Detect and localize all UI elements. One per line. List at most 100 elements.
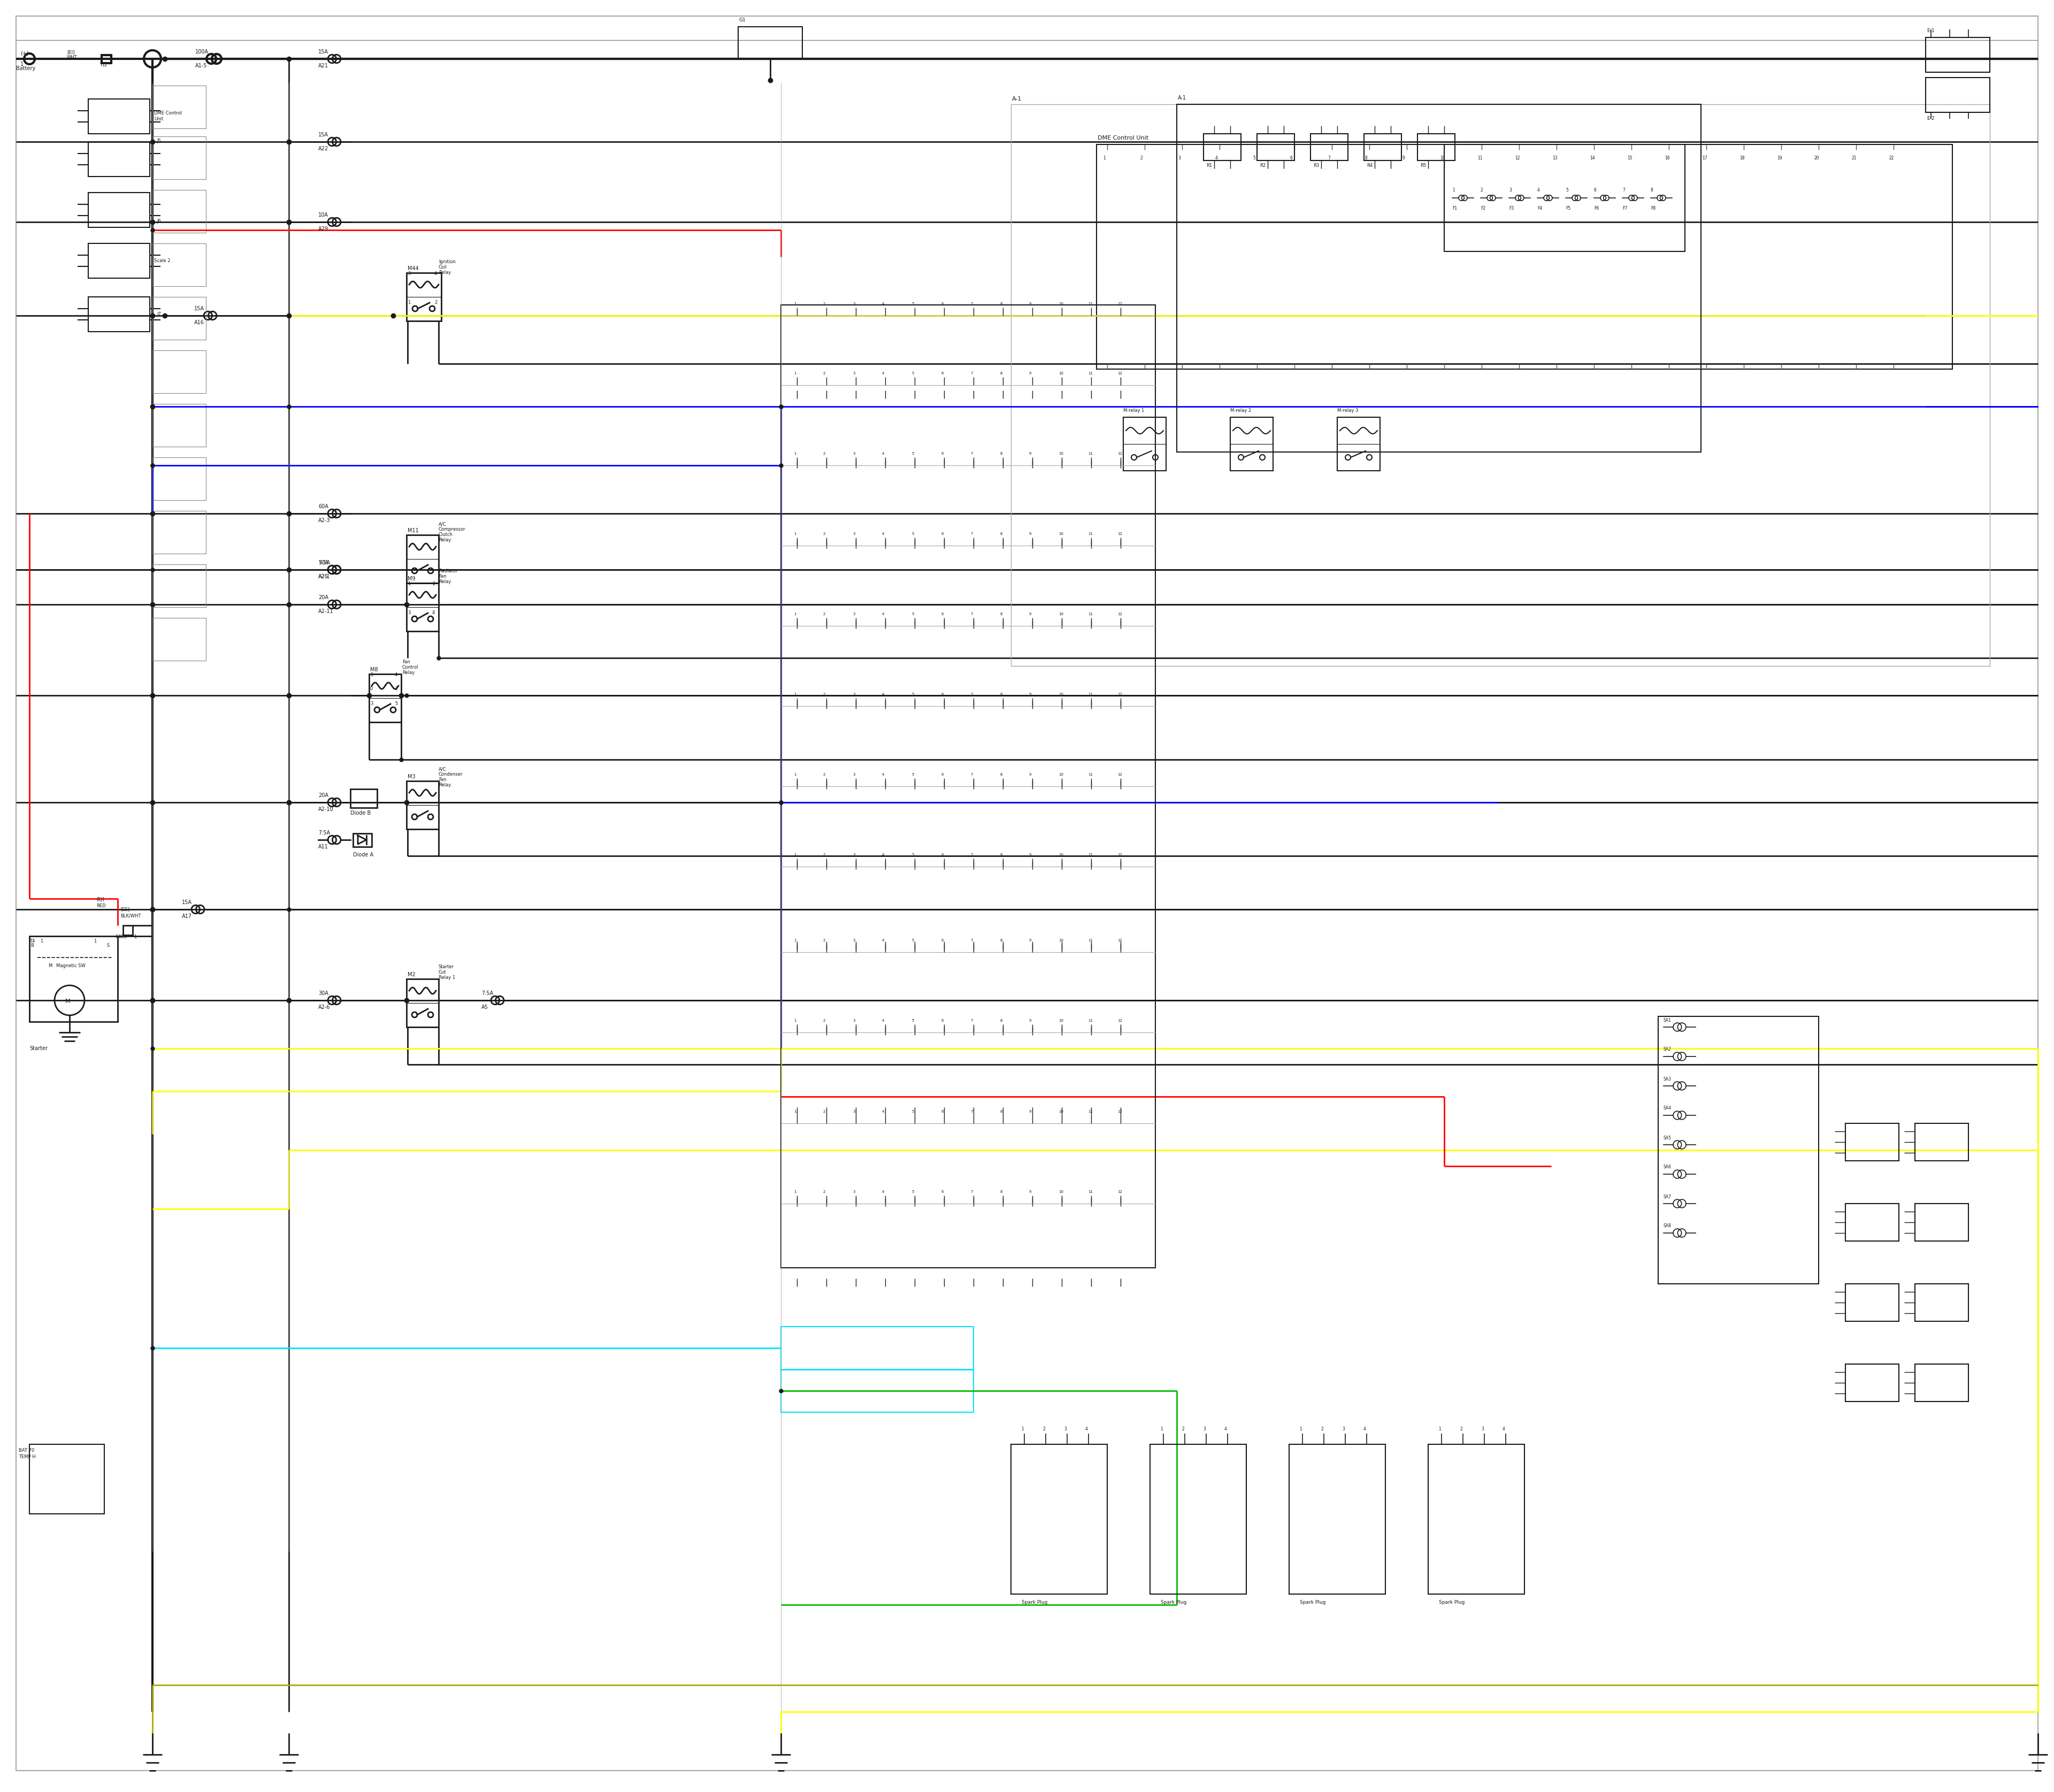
Text: 12: 12: [1117, 772, 1121, 776]
Text: J6: J6: [156, 219, 160, 224]
Bar: [1011, 1444, 1107, 1595]
Text: 2: 2: [824, 1020, 826, 1021]
Text: 1: 1: [793, 1190, 797, 1193]
Bar: [152, 564, 205, 607]
Text: 4: 4: [881, 1190, 885, 1193]
Bar: [1844, 1204, 1898, 1242]
Text: 5: 5: [1253, 156, 1255, 159]
Text: 1: 1: [793, 694, 797, 695]
Text: 12: 12: [1117, 853, 1121, 857]
Text: 1: 1: [793, 1020, 797, 1021]
Bar: [1444, 145, 1684, 251]
Bar: [407, 272, 442, 321]
Text: 1: 1: [1103, 156, 1105, 159]
Text: 1: 1: [94, 939, 97, 944]
Text: G1: G1: [739, 18, 746, 23]
Text: A1-5: A1-5: [195, 63, 207, 68]
Text: 2: 2: [433, 299, 438, 305]
Text: F4: F4: [1536, 206, 1543, 211]
Text: 11: 11: [1089, 1020, 1093, 1021]
Text: 3: 3: [852, 853, 854, 857]
Text: 11: 11: [1089, 303, 1093, 305]
Text: 20: 20: [1814, 156, 1820, 159]
Text: J7: J7: [156, 312, 160, 317]
Text: SA4: SA4: [1664, 1106, 1672, 1111]
Text: 1: 1: [21, 61, 23, 66]
Text: 2: 2: [824, 613, 826, 616]
Bar: [1914, 1124, 1968, 1161]
Bar: [407, 978, 440, 1027]
Text: Ignition: Ignition: [440, 260, 456, 265]
Bar: [123, 925, 134, 935]
Text: 1: 1: [793, 939, 797, 943]
Text: 2: 2: [394, 686, 398, 692]
Text: 11: 11: [1089, 853, 1093, 857]
Text: 1: 1: [134, 935, 136, 939]
Text: [EE]: [EE]: [121, 907, 129, 912]
Text: 22: 22: [1890, 156, 1894, 159]
Text: Spark Plug: Spark Plug: [1161, 1600, 1187, 1604]
Text: 9: 9: [1029, 371, 1031, 375]
Text: 19: 19: [1777, 156, 1783, 159]
Text: 7: 7: [969, 452, 974, 455]
Text: 1: 1: [407, 299, 411, 305]
Text: 2: 2: [1043, 1426, 1045, 1432]
Text: 4: 4: [881, 371, 885, 375]
Text: R3: R3: [1313, 163, 1319, 168]
Text: 11: 11: [1089, 532, 1093, 536]
Text: F1: F1: [1452, 206, 1456, 211]
Text: BLK/WHT: BLK/WHT: [121, 914, 142, 918]
Text: 11: 11: [1089, 772, 1093, 776]
Text: SA1: SA1: [1664, 1018, 1672, 1023]
Bar: [1927, 38, 1990, 72]
Text: 7.5A: 7.5A: [318, 561, 331, 566]
Text: 2: 2: [824, 532, 826, 536]
Text: 20A: 20A: [318, 792, 329, 797]
Text: 5: 5: [912, 772, 914, 776]
Text: 8: 8: [1000, 613, 1002, 616]
Text: 7: 7: [969, 1109, 974, 1113]
Text: 7: 7: [969, 772, 974, 776]
Text: M9: M9: [407, 575, 415, 581]
Text: 4: 4: [1536, 188, 1540, 192]
Text: A2-10: A2-10: [318, 806, 333, 812]
Text: 30A: 30A: [318, 991, 329, 996]
Text: Relay: Relay: [440, 271, 452, 276]
Text: 5: 5: [912, 1190, 914, 1193]
Text: 4: 4: [881, 853, 885, 857]
Text: 3: 3: [1510, 188, 1512, 192]
Text: Spark Plug: Spark Plug: [1300, 1600, 1325, 1604]
Text: 10: 10: [1058, 1190, 1064, 1193]
Bar: [781, 1326, 974, 1412]
Text: M-relay 2: M-relay 2: [1230, 409, 1251, 414]
Text: 3: 3: [1204, 1426, 1206, 1432]
Text: 7: 7: [969, 1020, 974, 1021]
Bar: [407, 536, 440, 582]
Text: BAT 70: BAT 70: [18, 1448, 35, 1453]
Bar: [1658, 1016, 1818, 1283]
Text: 9: 9: [1029, 939, 1031, 943]
Text: Radiator: Radiator: [440, 568, 458, 573]
Bar: [152, 511, 205, 554]
Text: F8: F8: [1651, 206, 1656, 211]
Text: E-1: E-1: [1927, 29, 1935, 34]
Text: 0: 0: [370, 686, 374, 692]
Bar: [1844, 1124, 1898, 1161]
Text: A21: A21: [318, 63, 329, 68]
Text: 3: 3: [852, 303, 854, 305]
Bar: [1310, 134, 1347, 161]
Text: 12: 12: [1117, 532, 1121, 536]
Text: 4: 4: [881, 694, 885, 695]
Text: 9: 9: [1029, 694, 1031, 695]
Bar: [370, 674, 401, 722]
Text: 5: 5: [912, 452, 914, 455]
Text: 14: 14: [1590, 156, 1594, 159]
Text: 7: 7: [969, 303, 974, 305]
Text: A2-6: A2-6: [318, 1005, 331, 1011]
Text: 12: 12: [1117, 1020, 1121, 1021]
Text: J5: J5: [156, 138, 160, 143]
Text: 12: 12: [1516, 156, 1520, 159]
Text: 8: 8: [1000, 853, 1002, 857]
Text: 18: 18: [1740, 156, 1744, 159]
Text: 4: 4: [881, 1109, 885, 1113]
